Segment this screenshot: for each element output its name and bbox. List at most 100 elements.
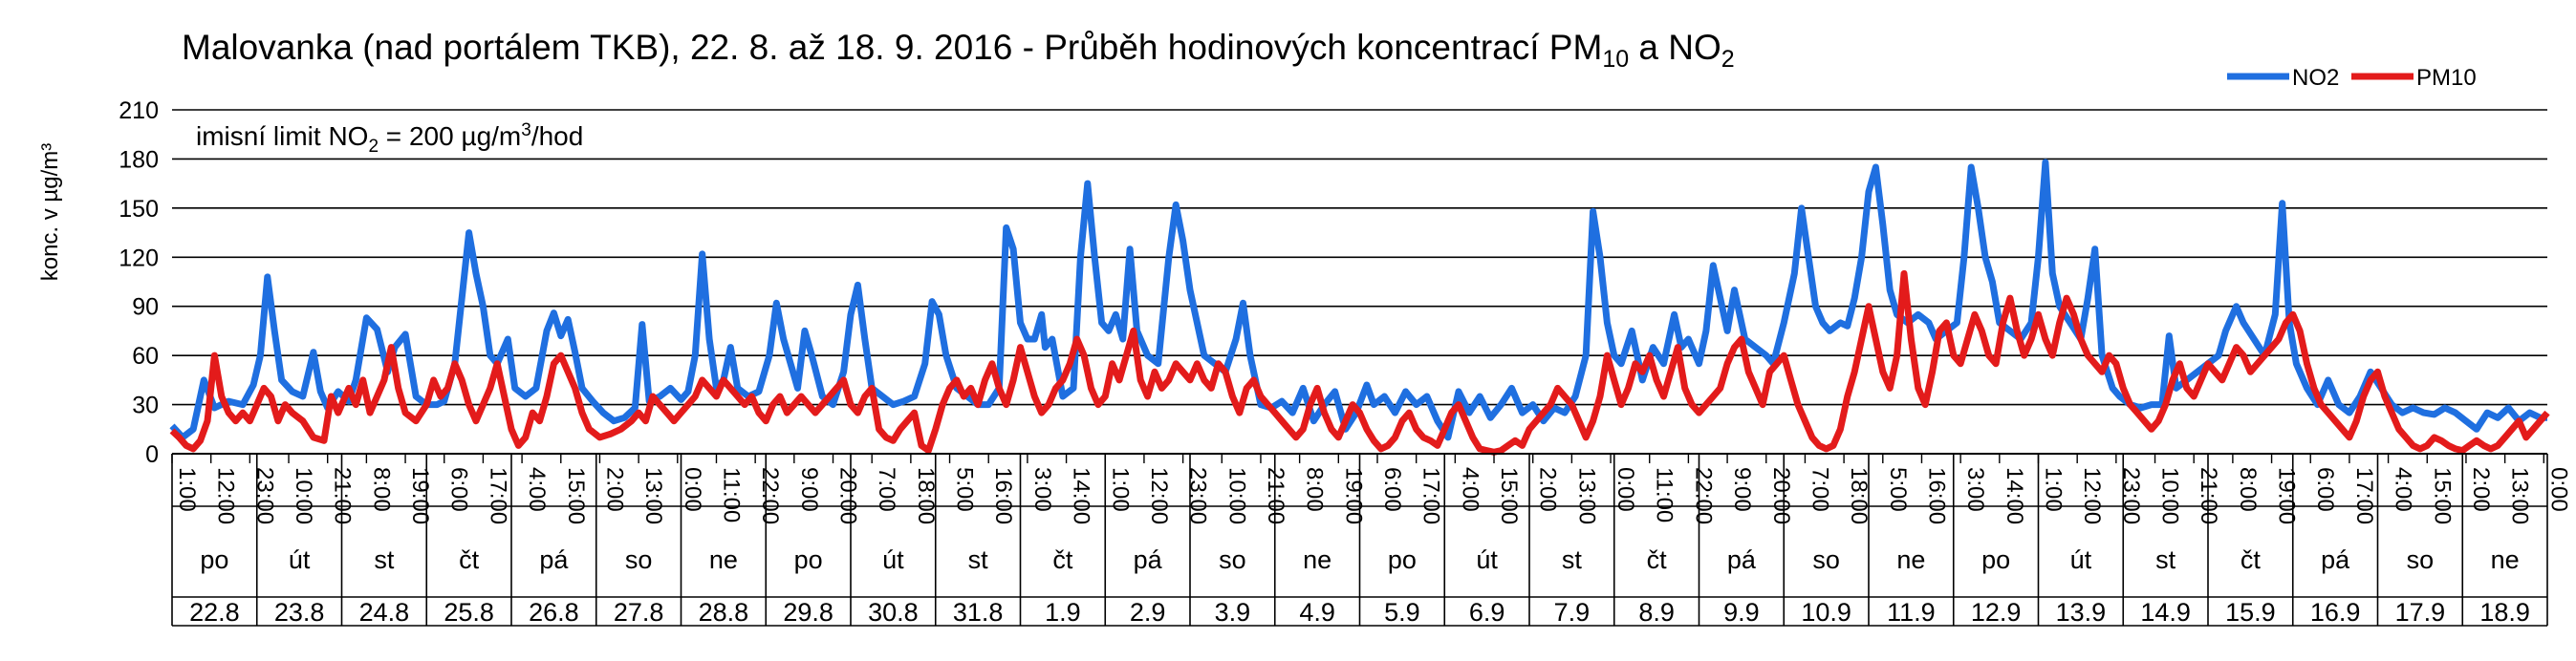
- day-date-label: 15.9: [2225, 598, 2276, 627]
- annotation-limit-no2: imisní limit NO2 = 200 µg/m3/hod: [196, 120, 583, 157]
- x-tick-label: 4:00: [1457, 467, 1483, 512]
- x-tick-label: 10:00: [2157, 467, 2183, 524]
- day-date-label: 23.8: [274, 598, 325, 627]
- x-tick-label: 13:00: [1573, 467, 1599, 524]
- y-tick-label: 60: [132, 343, 159, 370]
- day-name-label: ne: [1303, 545, 1331, 574]
- x-tick-label: 14:00: [2002, 467, 2027, 524]
- day-date-label: 29.8: [783, 598, 833, 627]
- x-tick-label: 1:00: [174, 467, 200, 512]
- x-tick-label: 17:00: [485, 467, 510, 524]
- day-name-label: st: [1562, 545, 1583, 574]
- x-tick-label: 0:00: [680, 467, 705, 512]
- x-tick-label: 1:00: [2041, 467, 2067, 512]
- day-name-label: út: [882, 545, 904, 574]
- day-name-label: po: [200, 545, 228, 574]
- day-date-label: 24.8: [359, 598, 410, 627]
- x-tick-label: 0:00: [2545, 467, 2571, 512]
- chart-title: Malovanka (nad portálem TKB), 22. 8. až …: [182, 28, 1735, 73]
- day-date-label: 22.8: [189, 598, 240, 627]
- x-tick-label: 18:00: [1846, 467, 1872, 524]
- day-date-label: 5.9: [1384, 598, 1420, 627]
- x-tick-label: 23:00: [1185, 467, 1211, 524]
- x-tick-label: 9:00: [796, 467, 822, 512]
- x-tick-label: 6:00: [1379, 467, 1405, 512]
- day-date-label: 27.8: [614, 598, 664, 627]
- legend-label-no2: NO2: [2292, 65, 2339, 91]
- x-tick-label: 7:00: [1807, 467, 1832, 512]
- y-tick-label: 180: [119, 146, 159, 173]
- day-date-label: 2.9: [1130, 598, 1166, 627]
- x-tick-label: 7:00: [874, 467, 899, 512]
- x-tick-label: 0:00: [1613, 467, 1638, 512]
- x-tick-label: 8:00: [1302, 467, 1328, 512]
- y-tick-label: 120: [119, 245, 159, 271]
- x-tick-label: 15:00: [2429, 467, 2455, 524]
- x-tick-label: 10:00: [291, 467, 316, 524]
- day-name-label: pá: [1727, 545, 1757, 574]
- x-tick-label: 22:00: [757, 467, 783, 524]
- series-layer: [169, 159, 2550, 456]
- y-tick-label: 90: [132, 294, 159, 321]
- day-date-label: 3.9: [1215, 598, 1251, 627]
- day-date-label: 18.9: [2479, 598, 2530, 627]
- x-tick-label: 15:00: [563, 467, 589, 524]
- x-tick-label: 19:00: [1340, 467, 1366, 524]
- day-date-label: 8.9: [1638, 598, 1675, 627]
- x-tick-label: 16:00: [1923, 467, 1949, 524]
- day-name-label: čt: [459, 545, 480, 574]
- x-tick-label: 23:00: [251, 467, 277, 524]
- x-tick-label: 16:00: [990, 467, 1016, 524]
- x-tick-label: 4:00: [2391, 467, 2416, 512]
- x-tick-label: 13:00: [640, 467, 666, 524]
- x-tick-label: 6:00: [446, 467, 472, 512]
- series-line-no2: [169, 159, 2547, 441]
- x-tick-label: 20:00: [1768, 467, 1794, 524]
- day-name-label: st: [2155, 545, 2176, 574]
- day-date-label: 26.8: [529, 598, 579, 627]
- day-name-label: po: [1388, 545, 1417, 574]
- day-date-label: 11.9: [1887, 598, 1936, 627]
- day-date-label: 30.8: [868, 598, 919, 627]
- day-name-label: čt: [1052, 545, 1073, 574]
- day-name-label: út: [2070, 545, 2092, 574]
- day-name-label: ne: [709, 545, 738, 574]
- day-name-label: po: [794, 545, 823, 574]
- x-tick-label: 3:00: [1029, 467, 1055, 512]
- day-date-label: 17.9: [2395, 598, 2446, 627]
- x-tick-label: 20:00: [835, 467, 861, 524]
- day-name-label: st: [968, 545, 989, 574]
- x-tick-label: 5:00: [1885, 467, 1911, 512]
- day-date-label: 31.8: [953, 598, 1004, 627]
- day-date-label: 14.9: [2140, 598, 2191, 627]
- x-tick-label: 11:00: [718, 467, 744, 522]
- day-name-label: so: [625, 545, 653, 574]
- day-date-label: 6.9: [1469, 598, 1505, 627]
- day-date-label: 16.9: [2310, 598, 2361, 627]
- day-date-label: 4.9: [1299, 598, 1335, 627]
- day-name-label: so: [1219, 545, 1246, 574]
- x-tick-label: 19:00: [2274, 467, 2300, 524]
- x-tick-label: 11:00: [1652, 467, 1678, 522]
- x-tick-label: 2:00: [1535, 467, 1561, 512]
- x-tick-label: 5:00: [952, 467, 978, 512]
- x-tick-label: 13:00: [2507, 467, 2533, 524]
- y-axis-ticks: 0 30 60 90 120 150 180 210: [119, 97, 159, 468]
- day-name-label: pá: [2321, 545, 2350, 574]
- x-tick-label: 6:00: [2312, 467, 2338, 512]
- day-name-label: st: [374, 545, 395, 574]
- x-tick-label: 15:00: [1496, 467, 1522, 524]
- x-tick-label: 10:00: [1223, 467, 1249, 524]
- day-name-label: čt: [1647, 545, 1668, 574]
- x-axis: 1:00 12:00 23:00 10:00 21:00 8:00 19:00 6:00 17:…: [171, 453, 2571, 627]
- x-tick-label: 9:00: [1729, 467, 1755, 512]
- x-tick-label: 17:00: [1418, 467, 1444, 524]
- x-tick-label: 22:00: [1690, 467, 1716, 524]
- x-tick-label: 23:00: [2118, 467, 2144, 524]
- x-tick-label: 17:00: [2351, 467, 2377, 524]
- day-name-label: út: [1476, 545, 1498, 574]
- legend: NO2 PM10: [2227, 65, 2477, 91]
- x-tick-label: 4:00: [524, 467, 550, 512]
